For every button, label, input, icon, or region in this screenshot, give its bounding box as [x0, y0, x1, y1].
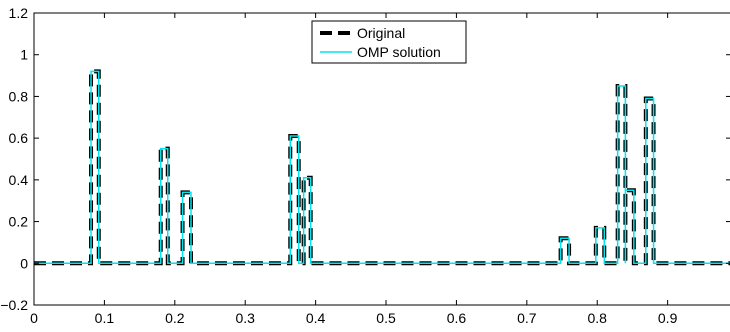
series-line-omp-solution — [34, 71, 730, 263]
y-tick-label: −0.2 — [0, 297, 28, 313]
x-tick-label: 0.4 — [306, 310, 326, 326]
legend-label-1: OMP solution — [357, 44, 441, 60]
x-tick-label: 0 — [30, 310, 38, 326]
y-tick-label: 0.6 — [9, 130, 29, 146]
y-tick-label: 0.2 — [9, 214, 29, 230]
x-tick-label: 0.8 — [587, 310, 607, 326]
x-tick-label: 0.7 — [517, 310, 537, 326]
y-tick-label: 1 — [20, 47, 28, 63]
legend: Original OMP solution — [312, 21, 466, 63]
x-tick-label: 0.6 — [447, 310, 467, 326]
x-tick-label: 0.2 — [165, 310, 185, 326]
y-tick-label: 0.8 — [9, 88, 29, 104]
y-tick-label: 0 — [20, 255, 28, 271]
legend-label-0: Original — [357, 25, 405, 41]
series-layer — [34, 71, 730, 263]
x-tick-label: 0.3 — [235, 310, 255, 326]
y-tick-label: 1.2 — [9, 5, 29, 21]
y-tick-label: 0.4 — [9, 172, 29, 188]
x-tick-label: 0.1 — [95, 310, 115, 326]
x-tick-label: 0.5 — [376, 310, 396, 326]
x-tick-label: 0.9 — [658, 310, 678, 326]
